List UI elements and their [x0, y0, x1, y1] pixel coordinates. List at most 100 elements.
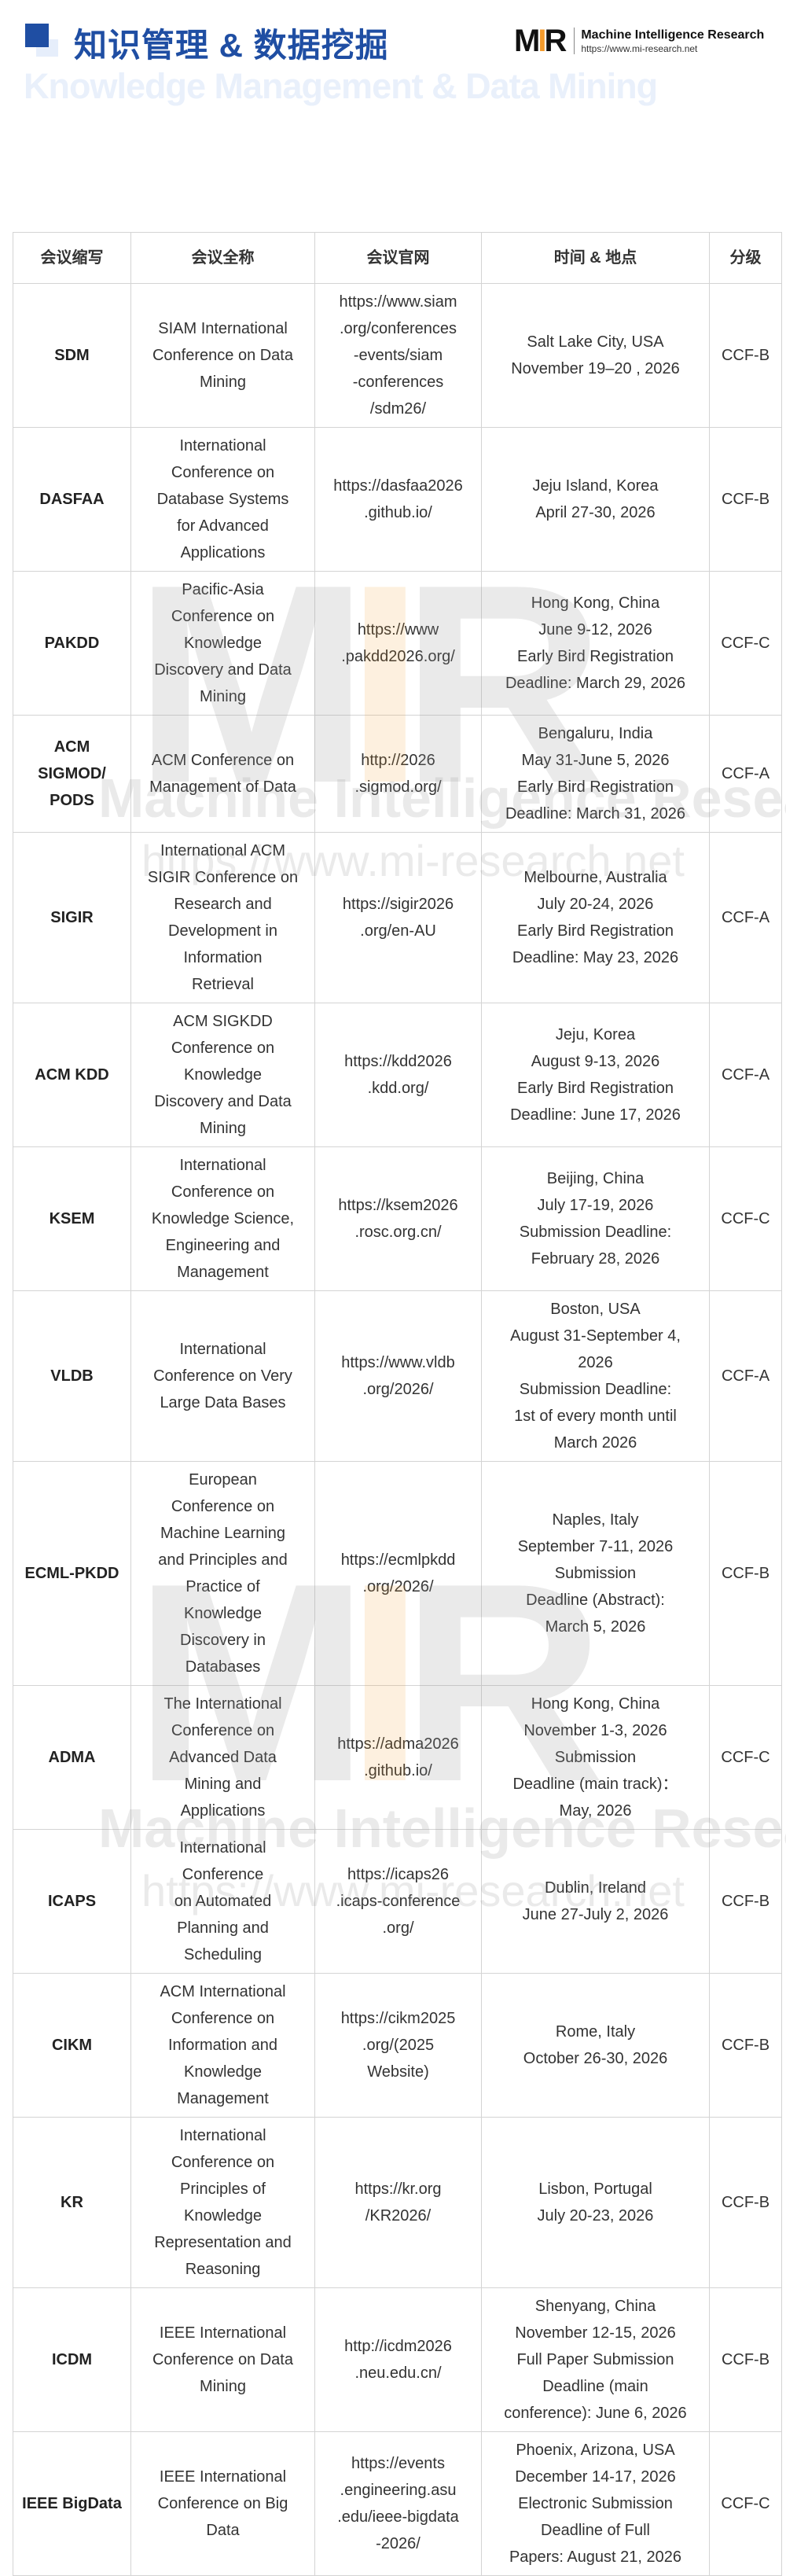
conference-name: International Conference on Principles o…: [130, 2117, 315, 2288]
mir-logo-mark: MIR: [514, 24, 567, 58]
conference-website[interactable]: https://www.vldb .org/2026/: [314, 1290, 482, 1462]
table-row: SIGIR International ACM SIGIR Conference …: [13, 832, 782, 1003]
conference-website[interactable]: https://adma2026 .github.io/: [314, 1685, 482, 1830]
logo-name: Machine Intelligence Research: [581, 28, 765, 42]
conference-rank: CCF-C: [709, 2431, 782, 2576]
title-accent-square: [25, 24, 49, 47]
page-subtitle: Knowledge Management & Data Mining: [24, 66, 658, 106]
conference-name: SIAM International Conference on Data Mi…: [130, 283, 315, 428]
logo-divider: [574, 28, 575, 54]
conference-rank: CCF-B: [709, 283, 782, 428]
conference-name: International Conference on Very Large D…: [130, 1290, 315, 1462]
conference-name: International Conference on Knowledge Sc…: [130, 1146, 315, 1291]
conference-time-place: Boston, USA August 31-September 4, 2026 …: [481, 1290, 710, 1462]
conference-time-place: Beijing, China July 17-19, 2026 Submissi…: [481, 1146, 710, 1291]
conference-name: IEEE International Conference on Data Mi…: [130, 2287, 315, 2432]
conference-name: International ACM SIGIR Conference on Re…: [130, 832, 315, 1003]
conference-website[interactable]: https://kr.org /KR2026/: [314, 2117, 482, 2288]
conference-rank: CCF-B: [709, 2287, 782, 2432]
conference-website[interactable]: https://cikm2025 .org/(2025 Website): [314, 1973, 482, 2118]
conference-website[interactable]: https://ksem2026 .rosc.org.cn/: [314, 1146, 482, 1291]
conference-rank: CCF-A: [709, 1290, 782, 1462]
conference-time-place: Hong Kong, China June 9-12, 2026 Early B…: [481, 571, 710, 716]
conference-rank: CCF-A: [709, 715, 782, 833]
conference-website[interactable]: https://www .pakdd2026.org/: [314, 571, 482, 716]
conference-time-place: Salt Lake City, USA November 19–20 , 202…: [481, 283, 710, 428]
table-row: ICDM IEEE International Conference on Dat…: [13, 2287, 782, 2432]
conference-time-place: Hong Kong, China November 1-3, 2026 Subm…: [481, 1685, 710, 1830]
conference-website[interactable]: https://icaps26 .icaps-conference .org/: [314, 1829, 482, 1974]
conference-time-place: Shenyang, China November 12-15, 2026 Ful…: [481, 2287, 710, 2432]
conference-website[interactable]: https://dasfaa2026 .github.io/: [314, 427, 482, 572]
table-header-row: 会议缩写 会议全称 会议官网 时间 & 地点 分级: [13, 232, 782, 284]
conference-time-place: Jeju Island, Korea April 27-30, 2026: [481, 427, 710, 572]
conference-name: Pacific-Asia Conference on Knowledge Dis…: [130, 571, 315, 716]
table-row: KSEM International Conference on Knowledg…: [13, 1146, 782, 1291]
table-row: DASFAA International Conference on Databa…: [13, 427, 782, 572]
conference-website[interactable]: https://kdd2026 .kdd.org/: [314, 1003, 482, 1147]
conference-time-place: Phoenix, Arizona, USA December 14-17, 20…: [481, 2431, 710, 2576]
conference-rank: CCF-A: [709, 1003, 782, 1147]
conference-website[interactable]: https://www.siam .org/conferences -event…: [314, 283, 482, 428]
conference-rank: CCF-A: [709, 832, 782, 1003]
conference-table: 会议缩写 会议全称 会议官网 时间 & 地点 分级 SDM SIAM Intern…: [13, 232, 782, 2576]
conference-website[interactable]: https://ecmlpkdd .org/2026/: [314, 1461, 482, 1686]
conference-name: European Conference on Machine Learning …: [130, 1461, 315, 1686]
column-header-abbr: 会议缩写: [13, 232, 131, 284]
conference-abbr: SDM: [13, 283, 131, 428]
conference-name: ACM SIGKDD Conference on Knowledge Disco…: [130, 1003, 315, 1147]
conference-website[interactable]: http://2026 .sigmod.org/: [314, 715, 482, 833]
table-row: KR International Conference on Principles…: [13, 2117, 782, 2288]
conference-abbr: SIGIR: [13, 832, 131, 1003]
conference-rank: CCF-C: [709, 1146, 782, 1291]
table-row: SDM SIAM International Conference on Data…: [13, 283, 782, 428]
conference-website[interactable]: https://sigir2026 .org/en-AU: [314, 832, 482, 1003]
conference-abbr: PAKDD: [13, 571, 131, 716]
conference-time-place: Naples, Italy September 7-11, 2026 Submi…: [481, 1461, 710, 1686]
conference-rank: CCF-B: [709, 1973, 782, 2118]
conference-name: International Conference on Automated Pl…: [130, 1829, 315, 1974]
conference-abbr: ICDM: [13, 2287, 131, 2432]
table-row: CIKM ACM International Conference on Info…: [13, 1973, 782, 2118]
conference-rank: CCF-B: [709, 1461, 782, 1686]
conference-time-place: Melbourne, Australia July 20-24, 2026 Ea…: [481, 832, 710, 1003]
logo-url: https://www.mi-research.net: [581, 43, 698, 54]
conference-name: ACM Conference on Management of Data: [130, 715, 315, 833]
conference-name: ACM International Conference on Informat…: [130, 1973, 315, 2118]
conference-abbr: ACM KDD: [13, 1003, 131, 1147]
column-header-website: 会议官网: [314, 232, 482, 284]
conference-website[interactable]: http://icdm2026 .neu.edu.cn/: [314, 2287, 482, 2432]
column-header-rank: 分级: [709, 232, 782, 284]
conference-name: International Conference on Database Sys…: [130, 427, 315, 572]
table-row: ACM KDD ACM SIGKDD Conference on Knowledg…: [13, 1003, 782, 1147]
table-row: ICAPS International Conference on Automat…: [13, 1829, 782, 1974]
table-row: VLDB International Conference on Very Lar…: [13, 1290, 782, 1462]
conference-abbr: VLDB: [13, 1290, 131, 1462]
table-row: ACM SIGMOD/ PODS ACM Conference on Manage…: [13, 715, 782, 833]
conference-time-place: Bengaluru, India May 31-June 5, 2026 Ear…: [481, 715, 710, 833]
table-row: PAKDD Pacific-Asia Conference on Knowledg…: [13, 571, 782, 716]
column-header-name: 会议全称: [130, 232, 315, 284]
conference-abbr: DASFAA: [13, 427, 131, 572]
conference-abbr: CIKM: [13, 1973, 131, 2118]
conference-rank: CCF-B: [709, 1829, 782, 1974]
table-row: ADMA The International Conference on Adva…: [13, 1685, 782, 1830]
conference-website[interactable]: https://events .engineering.asu .edu/iee…: [314, 2431, 482, 2576]
page-title: 知识管理 & 数据挖掘: [74, 27, 389, 64]
conference-abbr: ACM SIGMOD/ PODS: [13, 715, 131, 833]
conference-name: The International Conference on Advanced…: [130, 1685, 315, 1830]
conference-rank: CCF-B: [709, 2117, 782, 2288]
conference-rank: CCF-C: [709, 1685, 782, 1830]
column-header-time-place: 时间 & 地点: [481, 232, 710, 284]
conference-name: IEEE International Conference on Big Dat…: [130, 2431, 315, 2576]
mir-logo: MIR Machine Intelligence Research https:…: [514, 25, 764, 57]
conference-abbr: ADMA: [13, 1685, 131, 1830]
conference-abbr: KR: [13, 2117, 131, 2288]
table-row: IEEE BigData IEEE International Conferenc…: [13, 2431, 782, 2576]
conference-time-place: Rome, Italy October 26-30, 2026: [481, 1973, 710, 2118]
conference-time-place: Dublin, Ireland June 27-July 2, 2026: [481, 1829, 710, 1974]
conference-time-place: Lisbon, Portugal July 20-23, 2026: [481, 2117, 710, 2288]
conference-abbr: ECML-PKDD: [13, 1461, 131, 1686]
table-row: ECML-PKDD European Conference on Machine …: [13, 1461, 782, 1686]
conference-abbr: IEEE BigData: [13, 2431, 131, 2576]
